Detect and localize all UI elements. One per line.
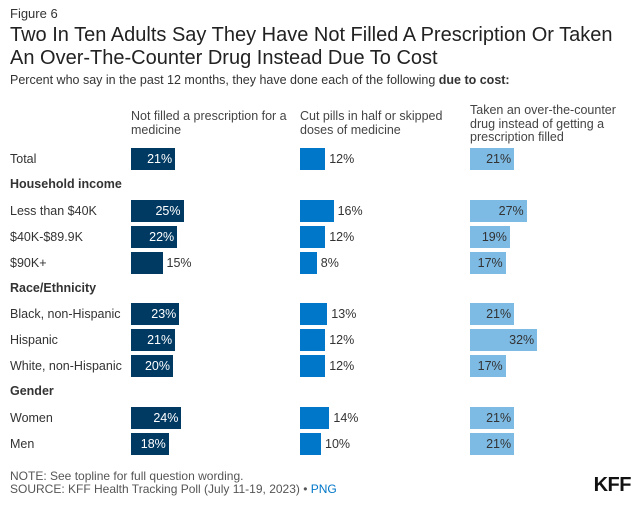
data-label: 27% [498, 203, 524, 218]
data-label: 32% [509, 333, 535, 348]
bar [300, 407, 330, 429]
row-label: White, non-Hispanic [10, 359, 122, 374]
bar [470, 303, 515, 326]
chart-subtitle: Percent who say in the past 12 months, t… [10, 73, 510, 87]
data-label: 8% [320, 255, 339, 270]
data-label: 10% [325, 436, 351, 451]
data-label: 21% [486, 307, 512, 322]
chart-title: Two In Ten Adults Say They Have Not Fill… [10, 24, 613, 69]
group-header: Gender [10, 384, 54, 399]
data-label: 20% [144, 359, 170, 374]
note-text: NOTE: See topline for full question word… [10, 469, 244, 483]
data-label: 16% [337, 203, 363, 218]
data-label: 21% [147, 333, 173, 348]
bar [470, 407, 515, 429]
row-label: Women [10, 411, 53, 425]
bar [300, 251, 317, 274]
bar [300, 355, 326, 378]
row-label: Black, non-Hispanic [10, 307, 121, 322]
data-label: 24% [153, 411, 179, 425]
subtitle-text: Percent who say in the past 12 months, t… [10, 73, 436, 87]
data-label: 17% [477, 359, 503, 374]
data-label: 13% [331, 307, 357, 322]
bar [300, 225, 326, 248]
data-label: 25% [155, 203, 181, 218]
column-header: Taken an over-the-counter drug instead o… [470, 103, 616, 144]
bar [131, 251, 163, 274]
bar [300, 303, 328, 326]
data-label: 21% [486, 436, 512, 451]
bar [131, 407, 182, 429]
bar [470, 251, 506, 274]
bar [131, 199, 184, 222]
data-label: 12% [329, 152, 355, 166]
kff-logo: KFF [593, 474, 632, 496]
bar [470, 148, 515, 170]
data-label: 21% [486, 152, 512, 166]
row-label: $90K+ [10, 255, 47, 270]
data-label: 22% [149, 229, 175, 244]
data-label: 14% [333, 411, 359, 425]
bar [470, 225, 510, 248]
data-label: 23% [151, 307, 177, 322]
source-label: SOURCE: KFF Health Tracking Poll (July 1… [10, 482, 308, 496]
bar [470, 199, 527, 222]
bar [131, 355, 173, 378]
bar [131, 148, 176, 170]
footer-notes: NOTE: See topline for full question word… [10, 470, 337, 496]
data-label: 21% [486, 411, 512, 425]
bar [131, 329, 176, 352]
data-label: 18% [140, 436, 166, 451]
row-label: Total [10, 152, 37, 166]
png-link[interactable]: PNG [310, 482, 337, 496]
group-header: Race/Ethnicity [10, 280, 97, 295]
column-header: Cut pills in half or skipped doses of me… [300, 109, 443, 137]
bar [131, 225, 178, 248]
row-label: Less than $40K [10, 203, 97, 218]
bar [470, 355, 506, 378]
column-header: Not filled a prescription for a medicine [131, 109, 287, 137]
subtitle-bold: due to cost: [438, 73, 510, 87]
row-label: $40K-$89.9K [10, 229, 83, 244]
source-text: SOURCE: KFF Health Tracking Poll (July 1… [10, 483, 337, 496]
bar [470, 432, 515, 455]
data-label: 12% [329, 229, 355, 244]
data-label: 21% [147, 152, 173, 166]
bar [300, 432, 321, 455]
bar [131, 432, 169, 455]
group-header: Household income [10, 176, 122, 191]
bar [300, 148, 326, 170]
data-label: 12% [329, 359, 355, 374]
bar [470, 329, 538, 352]
row-label: Men [10, 436, 35, 451]
row-label: Hispanic [10, 333, 58, 348]
figure-label: Figure 6 [10, 6, 58, 21]
bar [300, 199, 334, 222]
data-label: 12% [329, 333, 355, 348]
data-label: 17% [477, 255, 503, 270]
data-label: 15% [166, 255, 192, 270]
bar [300, 329, 326, 352]
data-label: 19% [481, 229, 507, 244]
bar [131, 303, 180, 326]
